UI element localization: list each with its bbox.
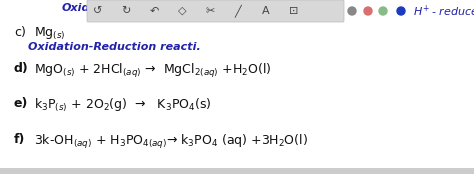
Text: H$^+$- reduced: H$^+$- reduced bbox=[413, 3, 474, 19]
Text: ↻: ↻ bbox=[121, 6, 131, 16]
Text: A: A bbox=[262, 6, 270, 16]
Text: 3k-OH$_{(aq)}$ + H$_3$PO$_{4(aq)}$→ k$_3$PO$_4$ (aq) +3H$_2$O(l): 3k-OH$_{(aq)}$ + H$_3$PO$_{4(aq)}$→ k$_3… bbox=[34, 133, 308, 151]
Bar bbox=[0, 168, 474, 174]
Text: MgO$_{(s)}$ + 2HCl$_{(aq)}$ →  MgCl$_{2(aq)}$ +H$_2$O(l): MgO$_{(s)}$ + 2HCl$_{(aq)}$ → MgCl$_{2(a… bbox=[34, 62, 272, 80]
Text: Mg$_{(s)}$: Mg$_{(s)}$ bbox=[34, 26, 65, 42]
Text: k$_3$P$_{(s)}$ + 2O$_2$(g)  →   K$_3$PO$_4$(s): k$_3$P$_{(s)}$ + 2O$_2$(g) → K$_3$PO$_4$… bbox=[34, 97, 212, 114]
Text: ✂: ✂ bbox=[205, 6, 215, 16]
Circle shape bbox=[379, 7, 387, 15]
Text: ╱: ╱ bbox=[235, 5, 241, 17]
Circle shape bbox=[348, 7, 356, 15]
Text: e): e) bbox=[14, 97, 28, 110]
Text: Oxidation-Reduction reacti.: Oxidation-Reduction reacti. bbox=[28, 42, 201, 52]
Circle shape bbox=[397, 7, 405, 15]
Text: ⊡: ⊡ bbox=[289, 6, 299, 16]
Text: f): f) bbox=[14, 133, 26, 146]
Text: Oxidati: Oxidati bbox=[62, 3, 107, 13]
Text: ↶: ↶ bbox=[149, 6, 159, 16]
Text: c): c) bbox=[14, 26, 26, 39]
Text: d): d) bbox=[14, 62, 29, 75]
Text: ◇: ◇ bbox=[178, 6, 186, 16]
Circle shape bbox=[364, 7, 372, 15]
FancyBboxPatch shape bbox=[87, 0, 344, 22]
Text: ↺: ↺ bbox=[93, 6, 103, 16]
